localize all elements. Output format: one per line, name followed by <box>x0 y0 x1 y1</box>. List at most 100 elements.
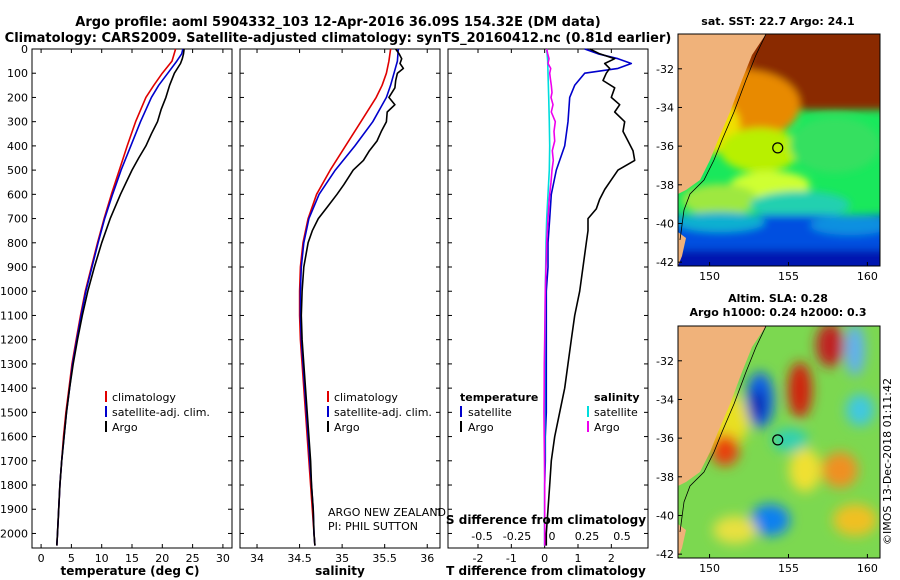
depth-tick-label: 800 <box>7 237 28 250</box>
salinity-difference-tick-label: -0.5 <box>471 530 492 543</box>
depth-tick-label: 900 <box>7 261 28 274</box>
sla-map-xtick-label: 150 <box>699 562 720 575</box>
temperature-xtick-label: 5 <box>68 552 75 565</box>
sla-map-isobath <box>679 326 767 533</box>
temperature-series-satellite-adj-clim- <box>56 48 184 546</box>
depth-tick-label: 1400 <box>0 382 28 395</box>
salinity-series-climatology <box>298 48 392 546</box>
depth-tick-label: 600 <box>7 188 28 201</box>
temperature-xtick-label: 20 <box>155 552 169 565</box>
temperature-xtick-label: 10 <box>95 552 109 565</box>
depth-tick-label: 300 <box>7 116 28 129</box>
difference-xtick-label: -2 <box>473 552 484 565</box>
sst-map-argo-marker <box>772 142 784 154</box>
sla-map-ytick-label: -32 <box>656 355 674 368</box>
difference-xlabel: T difference from climatology <box>446 564 646 578</box>
salinity-panel: 34 34.5 35 35.5 36 salinity climatology sate… <box>239 48 446 578</box>
depth-tick-label: 1100 <box>0 309 28 322</box>
salinity-difference-ticks: -0.5 -0.25 0 0.25 0.5 <box>471 530 630 543</box>
figure-title-line2: Climatology: CARS2009. Satellite-adjuste… <box>5 31 672 46</box>
copyright-stamp: ©IMOS 13-Dec-2018 01:11:42 <box>881 378 894 545</box>
depth-tick-label: 1000 <box>0 285 28 298</box>
temperature-panel: 0 5 10 15 20 25 30 temperature (deg C) climato… <box>31 48 233 578</box>
sst-map-panel: sat. SST: 22.7 Argo: 24.1 <box>656 15 881 283</box>
sst-map-xtick-label: 160 <box>857 270 878 283</box>
temperature-xtick-label: 15 <box>125 552 139 565</box>
sst-map-xtick-label: 155 <box>778 270 799 283</box>
salinity-difference-tick-label: 0.5 <box>613 530 631 543</box>
sla-map-title-line1: Altim. SLA: 0.28 <box>728 292 828 305</box>
depth-tick-label: 1900 <box>0 503 28 516</box>
sla-map-ytick-label: -42 <box>656 548 674 561</box>
difference-series-temperature-argo <box>545 48 636 546</box>
difference-legend-sal-argo-label: Argo <box>594 421 620 434</box>
salinity-legend: climatology satellite-adj. clim. Argo <box>327 391 432 434</box>
difference-legend-temp-satellite-label: satellite <box>468 406 512 419</box>
sst-map-ytick-label: -42 <box>656 256 674 269</box>
depth-tick-label: 1500 <box>0 406 28 419</box>
salinity-xtick-label: 35 <box>335 552 349 565</box>
depth-tick-label: 1200 <box>0 334 28 347</box>
watermark-line2: PI: PHIL SUTTON <box>328 520 418 533</box>
temperature-legend-climatology-label: climatology <box>112 391 176 404</box>
depth-tick-label: 200 <box>7 91 28 104</box>
difference-legend-temperature-title: temperature <box>460 391 538 404</box>
sla-map-frame <box>677 325 881 559</box>
sst-map-land <box>678 34 766 194</box>
sst-map-isobath <box>679 34 767 241</box>
difference-legend-temp-argo-label: Argo <box>468 421 494 434</box>
difference-xtick-label: 1 <box>575 552 582 565</box>
temperature-xlabel: temperature (deg C) <box>61 564 200 578</box>
difference-legend-salinity-title: salinity <box>594 391 640 404</box>
sla-map-xtick-label: 155 <box>778 562 799 575</box>
sst-map-ytick-label: -40 <box>656 217 674 230</box>
salinity-legend-argo-label: Argo <box>334 421 360 434</box>
temperature-xtick-label: 30 <box>216 552 230 565</box>
sla-map-ytick-label: -40 <box>656 509 674 522</box>
depth-tick-label: 700 <box>7 213 28 226</box>
salinity-legend-climatology-label: climatology <box>334 391 398 404</box>
difference-panel: -2 -1 0 1 2 T difference from climatology S … <box>446 48 649 578</box>
sla-map-xtick-label: 160 <box>857 562 878 575</box>
sst-map-frame <box>677 33 881 267</box>
salinity-series-argo <box>300 48 405 546</box>
figure-title-line1: Argo profile: aoml 5904332_103 12-Apr-20… <box>75 15 600 30</box>
depth-tick-label: 100 <box>7 67 28 80</box>
sst-map-title: sat. SST: 22.7 Argo: 24.1 <box>701 15 854 28</box>
depth-tick-label: 1800 <box>0 479 28 492</box>
salinity-difference-tick-label: -0.25 <box>503 530 531 543</box>
difference-series-temperature-satellite <box>543 48 633 546</box>
depth-tick-label: 1300 <box>0 358 28 371</box>
sla-map-panel: Altim. SLA: 0.28 Argo h1000: 0.24 h2000:… <box>656 292 881 575</box>
salinity-xtick-label: 36 <box>420 552 434 565</box>
salinity-difference-tick-label: 0.25 <box>575 530 600 543</box>
temperature-legend-argo-label: Argo <box>112 421 138 434</box>
salinity-xtick-label: 34.5 <box>287 552 312 565</box>
difference-legend-salinity: salinity satellite Argo <box>587 391 640 434</box>
salinity-xlabel: salinity <box>315 564 365 578</box>
sst-map-ytick-label: -38 <box>656 179 674 192</box>
sla-map-land <box>678 326 766 486</box>
temperature-legend-satellite-label: satellite-adj. clim. <box>112 406 210 419</box>
depth-tick-label: 500 <box>7 164 28 177</box>
salinity-xtick-label: 34 <box>250 552 264 565</box>
salinity-difference-tick-label: 0 <box>549 530 556 543</box>
difference-xtick-label: 2 <box>608 552 615 565</box>
difference-xtick-label: 0 <box>541 552 548 565</box>
difference-axes-frame <box>447 48 649 549</box>
salinity-legend-satellite-label: satellite-adj. clim. <box>334 406 432 419</box>
temperature-axes-frame <box>31 48 233 549</box>
sla-map-land-south <box>678 524 686 558</box>
difference-xtick-label: -1 <box>506 552 517 565</box>
salinity-axes-frame <box>239 48 441 549</box>
temperature-series-argo <box>56 48 185 546</box>
depth-tick-label: 400 <box>7 140 28 153</box>
temperature-series-climatology <box>56 48 177 546</box>
sst-map-ytick-label: -36 <box>656 140 674 153</box>
sla-map-ytick-label: -36 <box>656 432 674 445</box>
sst-map-ytick-label: -34 <box>656 101 674 114</box>
temperature-xtick-label: 25 <box>186 552 200 565</box>
sst-map-land-south <box>678 232 686 266</box>
sst-map-field <box>678 34 880 266</box>
sla-map-field <box>678 326 880 558</box>
